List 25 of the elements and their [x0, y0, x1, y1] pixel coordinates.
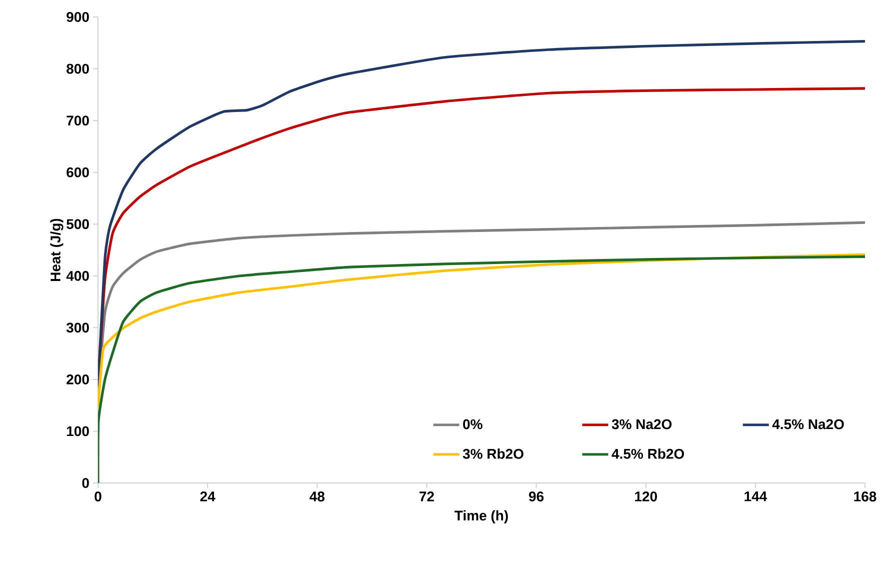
y-tick-label: 700 — [66, 116, 89, 126]
x-tick-label: 96 — [528, 492, 544, 502]
y-tick-label: 800 — [66, 64, 89, 74]
legend-label: 4.5% Rb2O — [612, 448, 684, 459]
legend-label: 3% Rb2O — [462, 448, 524, 459]
x-tick-label: 144 — [744, 492, 768, 502]
legend-label: 3% Na2O — [612, 419, 672, 430]
x-tick-label: 72 — [420, 492, 434, 502]
y-tick-label: 500 — [66, 219, 89, 230]
y-axis-title: Heat (J/g) — [50, 218, 64, 281]
x-tick-label: 0 — [94, 492, 102, 502]
x-tick-label: 48 — [310, 492, 324, 502]
legend-label: 4.5% Na2O — [772, 419, 844, 430]
y-tick-label: 900 — [66, 12, 89, 22]
y-tick-label: 100 — [66, 426, 89, 436]
legend-label: 0% — [463, 419, 482, 430]
y-tick-label: 400 — [66, 270, 89, 281]
y-tick-label: 300 — [66, 322, 89, 333]
x-tick-label: 120 — [635, 492, 657, 502]
x-tick-label: 168 — [854, 492, 876, 502]
y-tick-label: 0 — [82, 478, 89, 488]
x-tick-label: 24 — [200, 492, 216, 502]
y-tick-label: 600 — [66, 167, 89, 178]
x-axis-title: Time (h) — [454, 510, 508, 524]
y-tick-label: 200 — [66, 374, 89, 384]
